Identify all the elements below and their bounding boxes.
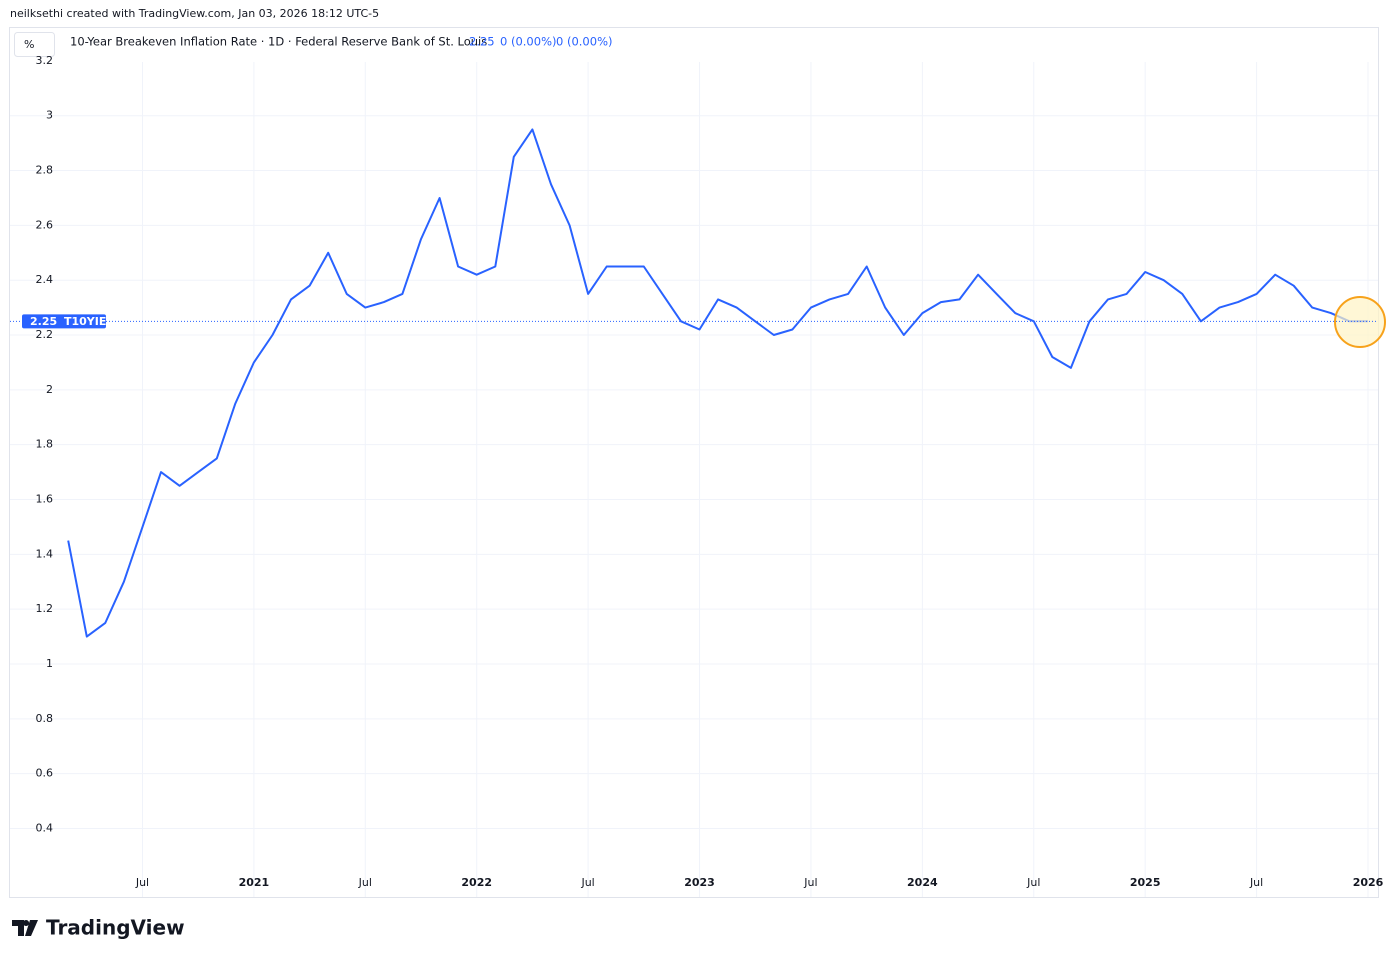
brand-logo: TradingView [12, 916, 185, 940]
last-value-badge [22, 314, 106, 329]
plot [67, 128, 1368, 638]
x-tick-label: 2022 [461, 876, 492, 889]
y-tick-label: 2.4 [36, 273, 54, 286]
x-tick-label: Jul [135, 876, 149, 889]
y-tick-label: 2.2 [36, 328, 54, 341]
x-tick-label: Jul [358, 876, 372, 889]
y-tick-label: 2 [46, 383, 53, 396]
y-tick-label: 3 [46, 109, 53, 122]
header: neilksethi created with TradingView.com,… [10, 7, 379, 20]
frame [9, 27, 1379, 898]
y-tick-label: 2.8 [36, 164, 54, 177]
legend-change-pct: 0 (0.00%) [556, 35, 612, 49]
y-tick-label: 3.2 [36, 54, 54, 67]
x-tick-label: 2025 [1130, 876, 1161, 889]
x-tick-label: 2026 [1353, 876, 1384, 889]
y-tick-label: 0.6 [36, 767, 54, 780]
x-tick-label: Jul [803, 876, 817, 889]
last-value-label: 2.25 [30, 315, 57, 328]
y-tick-label: 2.6 [36, 218, 54, 231]
legend-title: 10-Year Breakeven Inflation Rate · 1D · … [70, 35, 487, 49]
unit-box [14, 32, 55, 57]
x-tick-label: Jul [1249, 876, 1263, 889]
y-tick-label: 1 [46, 657, 53, 670]
y-tick-label: 1.2 [36, 602, 54, 615]
y-tick-label: 1.8 [36, 438, 54, 451]
y-tick-label: 0.8 [36, 712, 54, 725]
x-tick-label: 2024 [907, 876, 938, 889]
y-tick-label: 1.4 [36, 547, 54, 560]
x-tick-label: 2023 [684, 876, 715, 889]
y-tick-label: 1.6 [36, 493, 54, 506]
overlay: 0.4 0.6 0.8 1 1.2 1.4 1.6 1.8 2 2.2 2.4 2.6 2.8 3 3.2 J… [10, 54, 1384, 889]
brand: TradingView [46, 916, 185, 940]
grid [10, 60, 1378, 897]
x-tick-label: Jul [1026, 876, 1040, 889]
unit: % [24, 38, 34, 51]
series-line [67, 128, 1368, 638]
legend-value: 2.25 [469, 35, 495, 49]
highlight-circle [1334, 296, 1386, 348]
x-tick-label: Jul [580, 876, 594, 889]
legend-change: 0 (0.00%) [500, 35, 556, 49]
legend-bg [10, 28, 1378, 62]
y-tick-label: 0.4 [36, 821, 54, 834]
x-tick-label: 2021 [239, 876, 270, 889]
symbol-label: T10YIE [64, 315, 106, 328]
